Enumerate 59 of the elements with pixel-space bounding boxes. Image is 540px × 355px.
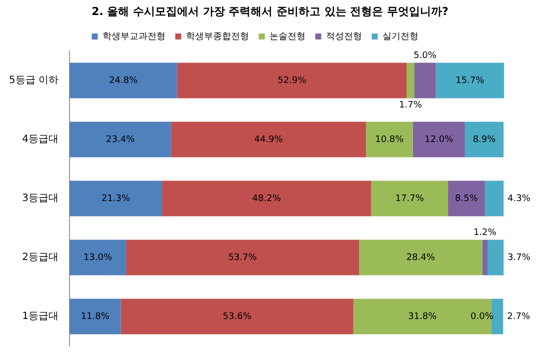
legend-label: 실기전형: [382, 32, 418, 42]
data-label: 5.0%: [414, 51, 437, 62]
data-label: 17.7%: [395, 194, 424, 204]
bar: [484, 180, 504, 216]
y-tick-label: 1등급대: [22, 311, 59, 322]
bar: [406, 62, 414, 98]
data-label: 4.3%: [508, 194, 531, 204]
bar: [120, 298, 354, 334]
chart-title: 2. 올해 수시모집에서 가장 주력해서 준비하고 있는 전형은 무엇입니까?: [90, 4, 450, 20]
data-label: 1.7%: [399, 100, 422, 111]
legend-label: 학생부종합전형: [186, 32, 249, 42]
bar: [482, 240, 488, 276]
bar: [70, 62, 178, 98]
bar: [414, 62, 436, 98]
bar: [171, 122, 366, 158]
data-label: 31.8%: [408, 312, 438, 322]
legend-label: 적성전형: [326, 32, 362, 42]
bar: [371, 180, 448, 216]
data-label: 28.4%: [406, 252, 436, 263]
bar: [70, 240, 126, 276]
bar: [70, 180, 162, 216]
data-label: 24.8%: [109, 76, 138, 86]
bar: [177, 62, 407, 98]
data-label: 10.8%: [375, 134, 404, 145]
bar: [126, 240, 360, 276]
data-label: 8.9%: [472, 134, 496, 145]
y-tick-label: 5등급 이하: [8, 75, 59, 86]
bar: [70, 298, 121, 334]
data-label: 48.2%: [252, 194, 282, 204]
data-label: 21.3%: [101, 194, 131, 204]
data-label: 53.7%: [228, 252, 258, 263]
legend-label: 학생부교과전형: [102, 32, 166, 42]
data-label: 3.7%: [508, 252, 531, 263]
data-label: 11.8%: [80, 312, 110, 322]
y-tick-label: 2등급대: [22, 252, 59, 264]
bar: [70, 122, 172, 158]
y-tick-label: 3등급대: [22, 193, 59, 204]
bar: [491, 298, 504, 334]
legend-label: 논술전형: [269, 32, 306, 42]
bar: [448, 180, 485, 216]
data-label: 13.0%: [83, 252, 112, 263]
bar: [436, 62, 504, 98]
data-label: 23.4%: [106, 134, 136, 145]
data-label: 12.0%: [424, 134, 454, 145]
bar: [412, 122, 465, 158]
y-tick-label: 4등급대: [22, 134, 59, 146]
bar: [162, 180, 372, 216]
bar: [366, 122, 413, 158]
data-label: 8.5%: [455, 194, 478, 204]
data-label: 1.2%: [473, 228, 497, 238]
data-label: 44.9%: [254, 134, 284, 145]
bar: [353, 298, 492, 334]
bar: [488, 240, 504, 276]
data-label: 53.6%: [222, 312, 252, 322]
data-label: 15.7%: [456, 76, 485, 86]
bar: [359, 240, 482, 276]
data-label: 2.7%: [507, 312, 530, 322]
bar: [464, 122, 504, 158]
data-label: 52.9%: [278, 76, 307, 86]
